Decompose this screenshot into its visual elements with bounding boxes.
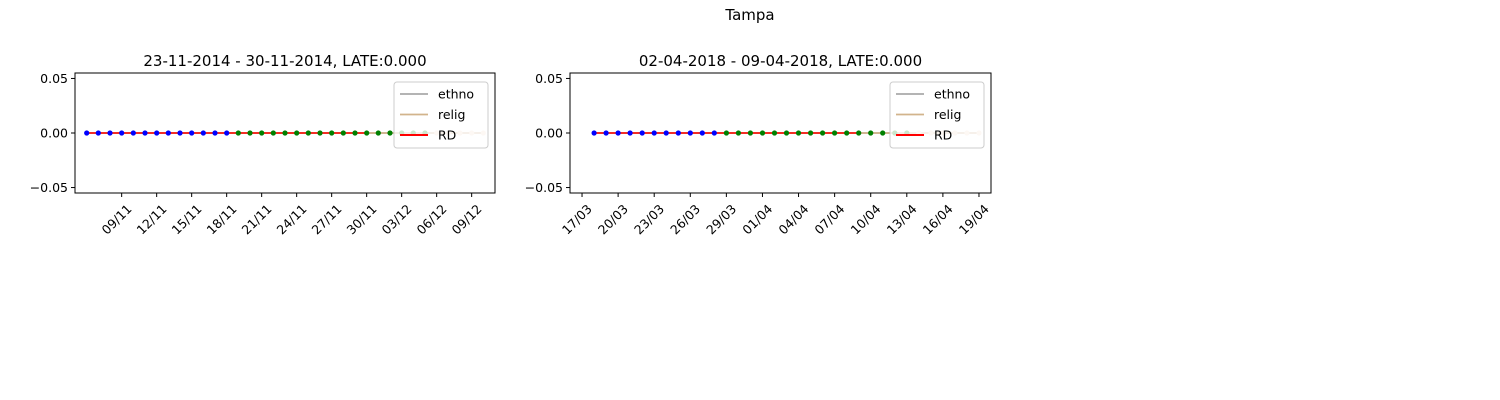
scatter-point: [317, 130, 323, 136]
scatter-point: [224, 130, 230, 136]
scatter-point: [591, 130, 597, 136]
y-tick-label: −0.05: [525, 180, 563, 195]
scatter-point: [832, 130, 838, 136]
scatter-point: [747, 130, 754, 136]
scatter-point: [844, 130, 850, 136]
y-tick-label: 0.00: [40, 126, 68, 141]
scatter-point: [663, 130, 669, 136]
chart-title: 23-11-2014 - 30-11-2014, LATE:0.000: [143, 52, 426, 70]
scatter-point: [107, 130, 113, 136]
legend: ethno relig RD: [393, 81, 489, 149]
scatter-point: [212, 130, 218, 136]
legend-box: [889, 81, 985, 149]
scatter-point: [699, 130, 705, 136]
scatter-point: [294, 130, 300, 136]
legend-label-RD: RD: [934, 128, 952, 143]
y-tick-label: 0.05: [40, 71, 68, 86]
scatter-point: [820, 130, 826, 136]
scatter-point: [868, 130, 874, 136]
figure-suptitle: Tampa: [724, 6, 774, 24]
legend-label-relig: relig: [934, 107, 961, 122]
scatter-point: [880, 130, 886, 136]
scatter-point: [177, 130, 183, 136]
scatter-point: [154, 130, 160, 136]
scatter-point: [735, 130, 742, 136]
scatter-point: [856, 130, 862, 136]
legend-label-ethno: ethno: [934, 87, 970, 102]
scatter-point: [615, 130, 621, 136]
scatter-point: [364, 130, 370, 136]
y-tick-label: 0.00: [535, 126, 563, 141]
scatter-point: [759, 130, 766, 136]
scatter-point: [627, 130, 633, 136]
legend-label-RD: RD: [438, 128, 456, 143]
scatter-point: [795, 130, 802, 136]
scatter-point: [247, 130, 253, 136]
scatter-point: [282, 130, 288, 136]
scatter-point: [235, 130, 241, 136]
y-tick-label: 0.05: [535, 71, 563, 86]
scatter-point: [189, 130, 195, 136]
scatter-point: [771, 130, 778, 136]
scatter-point: [340, 130, 346, 136]
scatter-point: [723, 130, 730, 136]
scatter-point: [84, 130, 90, 136]
scatter-point: [651, 130, 657, 136]
scatter-point: [142, 130, 148, 136]
legend-label-ethno: ethno: [438, 87, 474, 102]
scatter-point: [387, 130, 393, 136]
scatter-point: [95, 130, 101, 136]
scatter-point: [329, 130, 335, 136]
scatter-point: [305, 130, 311, 136]
scatter-point: [603, 130, 609, 136]
scatter-point: [675, 130, 681, 136]
scatter-point: [270, 130, 276, 136]
scatter-point: [687, 130, 693, 136]
legend-box: [393, 81, 489, 149]
chart-title: 02-04-2018 - 09-04-2018, LATE:0.000: [639, 52, 922, 70]
legend: ethno relig RD: [889, 81, 985, 149]
scatter-point: [783, 130, 790, 136]
scatter-point: [808, 130, 814, 136]
scatter-point: [711, 130, 717, 136]
scatter-point: [119, 130, 125, 136]
scatter-point: [259, 130, 265, 136]
scatter-point: [165, 130, 171, 136]
scatter-point: [375, 130, 381, 136]
y-tick-label: −0.05: [30, 180, 68, 195]
scatter-point: [352, 130, 358, 136]
legend-label-relig: relig: [438, 107, 465, 122]
scatter-point: [200, 130, 206, 136]
scatter-point: [130, 130, 136, 136]
scatter-point: [639, 130, 645, 136]
